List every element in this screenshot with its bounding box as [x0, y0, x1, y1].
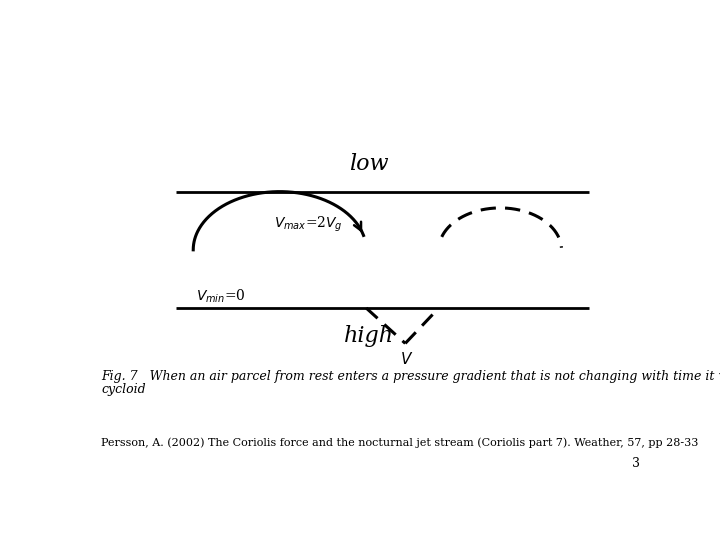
Text: high: high: [344, 325, 394, 347]
Text: 3: 3: [631, 457, 639, 470]
Text: low: low: [349, 153, 389, 175]
Text: $V_{min}$=0: $V_{min}$=0: [196, 287, 246, 305]
Text: Persson, A. (2002) The Coriolis force and the nocturnal jet stream (Coriolis par: Persson, A. (2002) The Coriolis force an…: [101, 437, 698, 448]
Text: cycloid: cycloid: [101, 383, 145, 396]
Text: $V_{max}$=2$V_g$: $V_{max}$=2$V_g$: [274, 214, 343, 234]
Text: Fig. 7   When an air parcel from rest enters a pressure gradient that is not cha: Fig. 7 When an air parcel from rest ente…: [101, 370, 720, 383]
Text: $V$: $V$: [400, 351, 413, 367]
